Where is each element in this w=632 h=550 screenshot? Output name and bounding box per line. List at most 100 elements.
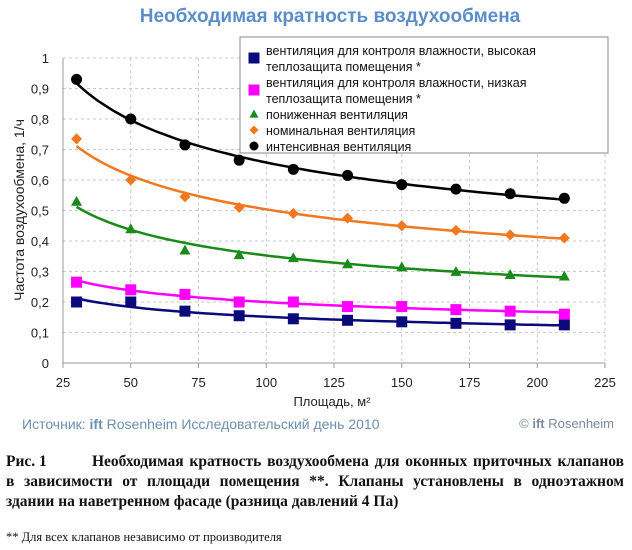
data-point [125,284,137,296]
data-point [125,223,137,234]
data-point [71,296,83,308]
figure-caption-text: Необходимая кратность воздухообмена для … [6,453,624,510]
data-point [504,188,516,200]
y-tick-label: 0,4 [31,234,49,249]
data-point [558,232,570,244]
data-point [558,319,570,331]
data-point [287,313,299,325]
legend-marker [249,125,259,135]
data-point [558,270,570,281]
x-tick-label: 200 [526,375,548,390]
data-point [233,296,245,308]
data-point [287,252,299,263]
data-point [396,261,408,272]
x-tick-label: 175 [459,375,481,390]
copyright-symbol: © [519,416,533,431]
legend-box [239,36,609,154]
data-point [504,269,516,279]
data-point [558,192,570,204]
data-point [71,73,83,85]
data-point [342,301,354,313]
x-axis-label: Площадь, м² [293,394,371,409]
source-note: Источник: ift Rosenheim Исследовательски… [22,416,380,432]
copyright-rest: Rosenheim [544,416,614,431]
data-point [287,208,299,220]
x-tick-label: 150 [391,375,413,390]
legend-label-line2: теплозащита помещения * [266,60,421,74]
data-point [504,319,516,331]
data-point [396,301,408,313]
data-point [233,310,245,322]
trend-line [75,205,565,279]
chart-title: Необходимая кратность воздухообмена [139,6,521,27]
copyright: © ift Rosenheim [519,416,614,431]
data-point [233,201,245,213]
y-tick-label: 1 [42,51,49,66]
legend-label: номинальная вентиляция [266,124,415,138]
y-tick-label: 0,3 [31,265,49,280]
x-tick-label: 100 [255,375,277,390]
data-point [342,314,354,326]
data-point [179,244,191,255]
data-point [450,183,462,195]
legend-label: вентиляция для контроля влажности, высок… [266,44,536,58]
data-point [287,296,299,308]
data-point [179,305,191,317]
y-tick-label: 0,7 [31,143,49,158]
x-tick-label: 75 [191,375,205,390]
copyright-brand: ift [532,416,545,431]
data-point [125,113,137,125]
data-point [450,304,462,316]
data-point [287,163,299,175]
footnote: ** Для всех клапанов независимо от произ… [6,530,282,544]
y-tick-label: 0,2 [31,295,49,310]
source-rest: Rosenheim Исследовательский день 2010 [102,416,380,432]
data-point [450,224,462,236]
figure-caption: Рис. 1 Необходимая кратность воздухообмен… [6,452,624,512]
data-point [179,288,191,300]
y-tick-label: 0,5 [31,204,49,219]
y-tick-label: 0,1 [31,326,49,341]
legend-label: вентиляция для контроля влажности, низка… [266,76,527,90]
data-point [342,169,354,181]
y-tick-label: 0,6 [31,173,49,188]
trend-line [75,145,565,240]
data-point [396,220,408,232]
x-tick-label: 125 [323,375,345,390]
data-point [504,305,516,317]
y-tick-label: 0,8 [31,112,49,127]
legend-marker [248,84,260,96]
data-point [233,249,245,260]
y-tick-label: 0,9 [31,82,49,97]
legend-marker [249,141,259,151]
legend-label: интенсивная вентиляция [266,140,411,154]
data-point [342,212,354,224]
data-point [504,229,516,241]
source-prefix: Источник: [22,416,90,432]
data-point [450,266,462,276]
data-point [125,296,137,308]
data-point [233,154,245,166]
trend-line [75,82,565,201]
data-point [125,174,137,186]
legend-marker [249,109,259,118]
source-brand: ift [89,416,103,432]
figure-label: Рис. 1 [6,453,47,470]
data-point [179,139,191,151]
y-axis-label: Частота воздухообмена, 1/ч [11,119,27,301]
data-point [396,179,408,191]
trend-line [76,297,565,327]
data-point [71,195,83,206]
data-point [179,191,191,203]
data-point [558,308,570,320]
y-tick-label: 0 [42,356,49,371]
data-point [71,276,83,288]
data-point [342,258,354,269]
data-point [450,317,462,329]
x-tick-label: 25 [56,375,70,390]
x-tick-label: 50 [124,375,138,390]
legend-label: пониженная вентиляция [266,108,408,122]
data-point [396,316,408,328]
data-point [71,133,83,145]
